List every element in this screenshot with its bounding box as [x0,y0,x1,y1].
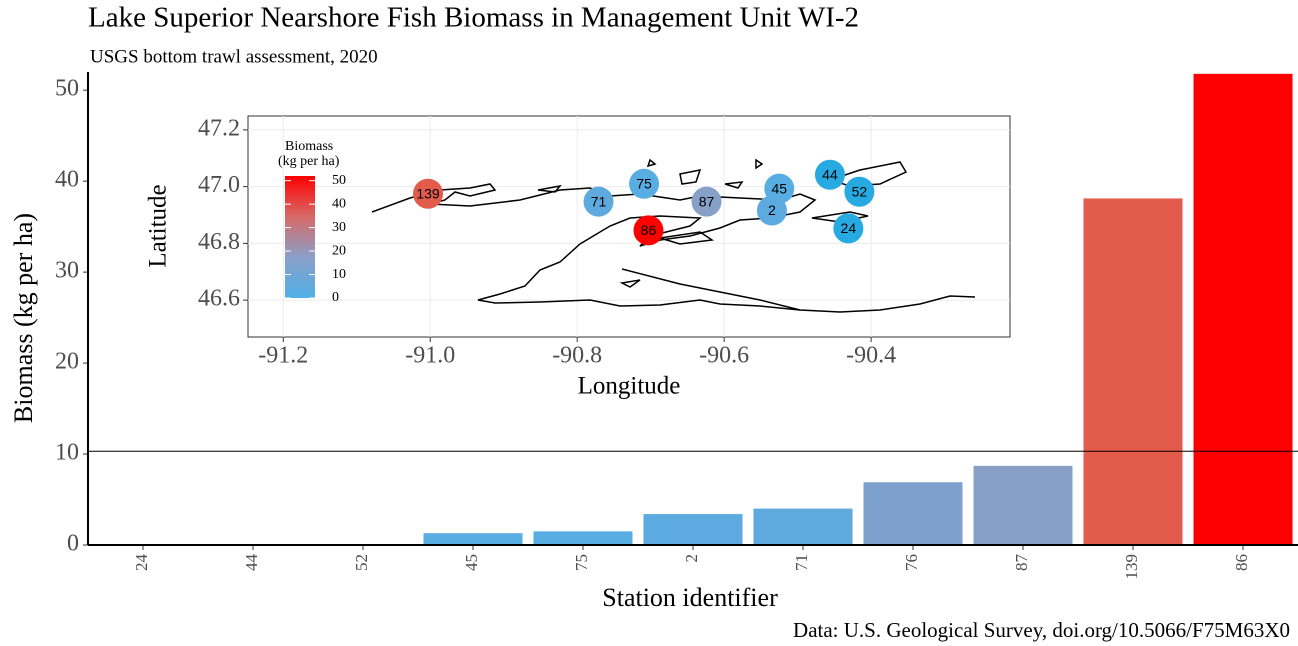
y-tick-label: 10 [55,440,79,466]
x-tick-label: 76 [902,554,921,571]
bar [643,514,743,545]
station-point [691,186,722,217]
colorbar-label: 0 [332,290,339,305]
legend-subtitle: (kg per ha) [278,154,340,169]
colorbar-label: 20 [332,243,346,258]
island [755,158,764,170]
y-tick-label: 30 [55,258,79,284]
station-point [583,186,614,217]
chart-subtitle: USGS bottom trawl assessment, 2020 [90,46,378,67]
map-x-title: Longitude [578,373,681,400]
y-tick-label: 47.2 [198,115,240,141]
x-tick-label: 71 [792,554,811,571]
y-tick-label: 0 [67,531,79,557]
station-label: 139 [416,185,440,201]
y-tick-label: 20 [55,349,79,375]
x-tick-label: 75 [572,554,591,571]
map-y-title: Latitude [145,184,172,267]
station-point [629,168,660,199]
colorbar-label: 30 [332,220,346,235]
bar [1083,198,1183,546]
y-tick-label: 50 [55,76,79,102]
island [659,231,715,245]
x-tick-label: -90.6 [699,343,749,369]
colorbar-label: 40 [332,196,346,211]
x-tick-label: -90.4 [846,343,896,369]
x-tick-label: 52 [352,554,371,571]
x-tick-label: 45 [462,554,481,571]
island [811,211,869,223]
station-point [756,195,787,226]
station-point [633,215,664,246]
station-label: 71 [591,193,607,209]
station-label: 75 [636,176,652,192]
x-tick-label: -91.0 [405,343,455,369]
colorbar-label: 10 [332,267,346,282]
y-tick-label: 46.8 [198,229,240,255]
station-label: 52 [852,183,868,199]
caption: Data: U.S. Geological Survey, doi.org/10… [793,618,1290,642]
map-inset: -91.2 -91.0 -90.8 -90.6 -90.4 46.6 46.8 47.0 47.… [140,100,1020,400]
bar [423,533,523,545]
station-point [844,176,875,207]
x-tick-label: 2 [682,554,701,563]
x-tick-label: 139 [1122,554,1141,580]
station-point [833,213,864,244]
station-label: 2 [768,202,776,218]
x-axis-title: Station identifier [602,583,778,612]
bar [863,482,963,545]
station-label: 24 [841,220,857,236]
island [724,181,744,189]
station-label: 86 [641,222,657,238]
y-tick-label: 47.0 [198,172,240,198]
y-tick-label: 46.6 [198,286,240,312]
x-tick-label: 86 [1232,554,1251,571]
colorbar-label: 50 [332,173,346,188]
x-tick-label: -91.2 [258,343,308,369]
bar [973,465,1073,545]
island [619,279,641,288]
station-label: 87 [699,193,715,209]
x-tick-label: 87 [1012,554,1031,572]
station-label: 44 [822,166,838,182]
station-point [413,178,444,209]
bar [1193,73,1293,546]
chart-title: Lake Superior Nearshore Fish Biomass in … [88,2,859,34]
island [679,169,702,185]
bar [533,531,633,545]
y-axis-title: Biomass (kg per ha) [9,213,38,423]
x-tick-label: 44 [242,554,261,572]
station-label: 45 [771,180,787,196]
map-panel [247,115,1011,338]
island [537,184,562,193]
bar [753,508,853,545]
x-tick-label: 24 [132,554,151,572]
colorbar [285,176,315,298]
station-point [814,159,845,190]
island [646,158,657,168]
y-tick-label: 40 [55,167,79,193]
legend-title: Biomass [285,139,333,154]
x-tick-label: -90.8 [552,343,602,369]
coastline-path [621,268,801,311]
